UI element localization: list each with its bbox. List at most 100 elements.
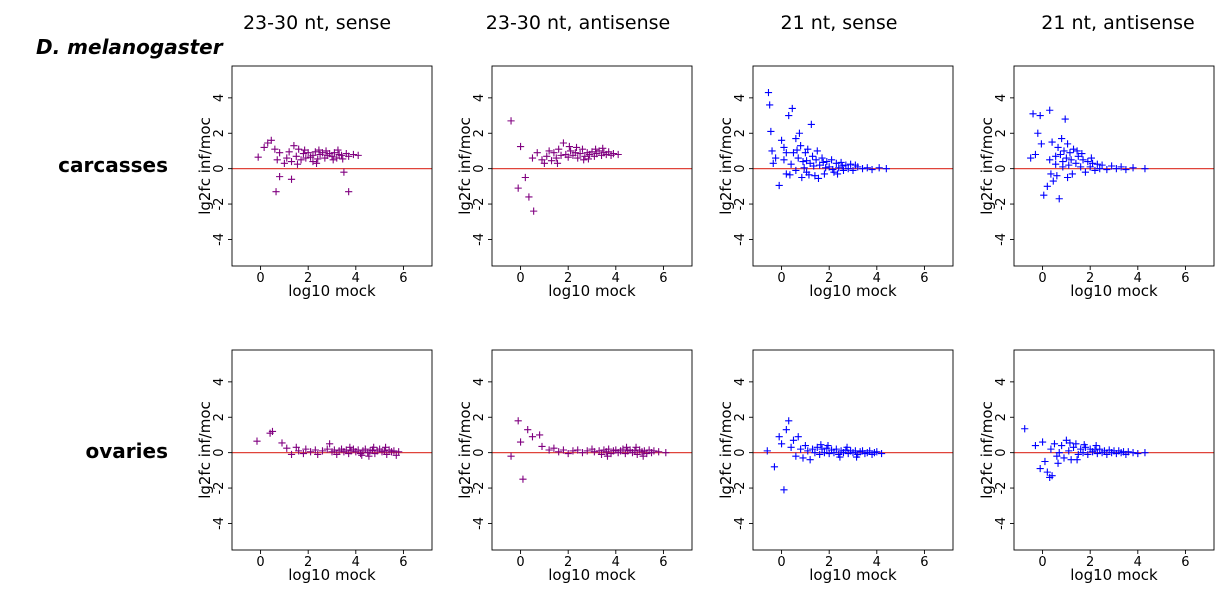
data-point xyxy=(797,445,805,453)
y-tick-label: 2 xyxy=(733,413,748,421)
data-point xyxy=(772,154,780,162)
data-point xyxy=(1065,447,1073,455)
x-tick-label: 2 xyxy=(304,271,312,286)
data-point xyxy=(292,152,300,160)
data-point xyxy=(280,159,288,167)
x-axis-label: log10 mock xyxy=(809,282,897,300)
data-point xyxy=(1047,445,1055,453)
x-axis-label: log10 mock xyxy=(1070,282,1158,300)
data-point xyxy=(1060,147,1068,155)
data-point xyxy=(804,447,812,455)
data-point xyxy=(326,440,334,448)
data-point xyxy=(775,181,783,190)
data-point xyxy=(530,207,538,215)
data-point xyxy=(1061,115,1069,123)
data-point xyxy=(614,150,622,159)
data-point xyxy=(254,153,262,161)
x-tick-label: 2 xyxy=(564,555,572,570)
data-point xyxy=(329,156,337,164)
y-tick-label: 0 xyxy=(994,165,1009,173)
data-point xyxy=(555,145,563,153)
y-tick-label: 2 xyxy=(472,129,487,137)
data-point xyxy=(609,150,618,158)
x-tick-label: 0 xyxy=(516,271,524,286)
data-point xyxy=(1129,449,1137,457)
column-title-3: 21 nt, antisense xyxy=(1041,12,1194,34)
data-point xyxy=(868,165,876,174)
points-group xyxy=(507,117,622,215)
data-point xyxy=(578,145,587,153)
data-point xyxy=(1041,457,1049,466)
data-point xyxy=(1052,152,1060,160)
x-tick-label: 6 xyxy=(1181,555,1189,570)
y-tick-label: 4 xyxy=(733,94,748,102)
data-point xyxy=(583,447,591,455)
data-point xyxy=(345,152,353,160)
y-axis-label: lg2fc inf/moc xyxy=(978,401,996,499)
data-point xyxy=(395,448,403,456)
data-point xyxy=(311,148,319,156)
data-point xyxy=(545,147,553,155)
data-point xyxy=(550,444,558,452)
y-tick-label: -2 xyxy=(472,482,487,495)
data-point xyxy=(770,463,779,471)
data-point xyxy=(314,155,322,163)
data-point xyxy=(1079,156,1087,164)
y-axis-label: lg2fc inf/moc xyxy=(456,401,474,499)
x-tick-label: 6 xyxy=(920,555,928,570)
data-point xyxy=(330,446,338,454)
data-point xyxy=(833,170,842,178)
x-tick-label: 2 xyxy=(825,555,833,570)
data-point xyxy=(780,143,788,152)
x-axis-label: log10 mock xyxy=(288,282,376,300)
data-point xyxy=(1129,164,1137,172)
data-point xyxy=(318,447,327,455)
y-axis-label: lg2fc inf/moc xyxy=(717,401,735,499)
data-point xyxy=(1052,160,1060,168)
data-point xyxy=(550,149,558,157)
y-tick-label: 2 xyxy=(733,129,748,137)
data-point xyxy=(301,146,309,154)
x-axis-label: log10 mock xyxy=(548,566,636,584)
x-tick-label: 6 xyxy=(399,271,407,286)
data-point xyxy=(787,160,795,168)
data-point xyxy=(777,136,786,144)
data-point xyxy=(528,154,537,162)
data-point xyxy=(786,171,794,179)
y-tick-label: 4 xyxy=(472,378,487,386)
data-point xyxy=(1141,449,1149,457)
data-point xyxy=(622,443,631,451)
x-tick-label: 0 xyxy=(777,555,785,570)
data-point xyxy=(334,146,342,154)
data-point xyxy=(1117,163,1125,171)
data-point xyxy=(1034,129,1042,137)
x-tick-label: 2 xyxy=(304,555,312,570)
data-point xyxy=(808,152,817,160)
row-label-ovaries: ovaries xyxy=(86,439,168,463)
data-point xyxy=(811,449,819,457)
data-point xyxy=(792,452,800,460)
plot-frame xyxy=(1013,349,1215,551)
data-point xyxy=(315,146,323,154)
data-point xyxy=(799,157,807,166)
data-point xyxy=(559,139,568,147)
data-point xyxy=(1069,145,1078,153)
y-tick-label: -2 xyxy=(733,482,748,495)
points-group xyxy=(764,88,890,190)
data-point xyxy=(525,193,533,201)
data-point xyxy=(824,441,832,450)
data-point xyxy=(253,437,261,445)
data-point xyxy=(769,159,777,167)
y-axis-label: lg2fc inf/moc xyxy=(978,117,996,215)
data-point xyxy=(565,142,573,151)
data-point xyxy=(794,154,802,162)
x-tick-label: 4 xyxy=(1134,271,1142,286)
data-point xyxy=(1055,195,1063,203)
data-point xyxy=(381,443,390,451)
data-point xyxy=(1072,440,1080,448)
data-point xyxy=(285,148,293,156)
x-axis-label: log10 mock xyxy=(288,566,376,584)
y-tick-label: -4 xyxy=(994,233,1009,246)
